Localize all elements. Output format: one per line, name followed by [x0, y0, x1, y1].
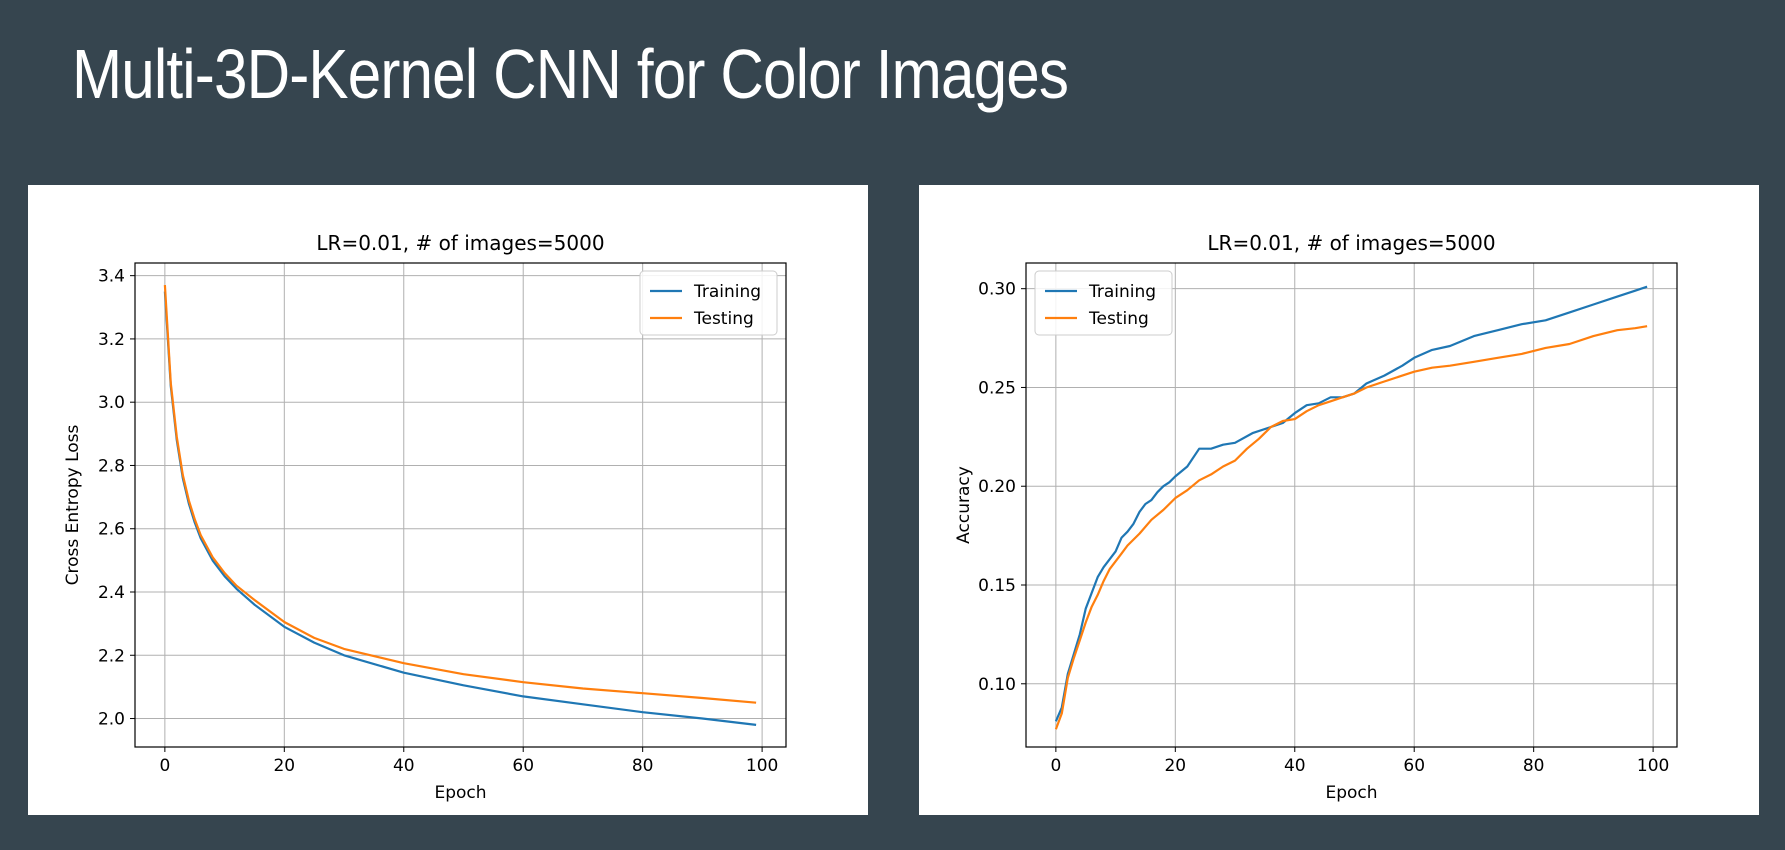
- chart0-y-tick-label: 3.2: [98, 330, 125, 350]
- slide-title: Multi-3D-Kernel CNN for Color Images: [72, 35, 1069, 113]
- chart1-y-axis-label: Accuracy: [954, 466, 974, 544]
- chart0-x-tick-label: 60: [512, 756, 534, 776]
- chart1-x-tick-label: 60: [1403, 756, 1425, 776]
- chart0-title: LR=0.01, # of images=5000: [316, 231, 604, 255]
- chart1-x-tick-label: 100: [1637, 756, 1669, 776]
- chart0-axes-frame: [134, 262, 787, 748]
- chart0-x-tick-label: 20: [273, 756, 295, 776]
- loss-chart: 0 20 40 60 80 100 2.0 2.2 2.4 2.6 2.8 3.0 3.2 3.4 LR=0…: [63, 231, 787, 803]
- chart1-x-tick-label: 40: [1284, 756, 1306, 776]
- chart1-y-tick-label: 0.15: [978, 576, 1016, 596]
- chart1-y-tick-label: 0.20: [978, 477, 1016, 497]
- chart0-y-tick-label: 2.4: [98, 583, 125, 603]
- chart1-x-tick-label: 80: [1523, 756, 1545, 776]
- chart1-x-tick-label: 20: [1164, 756, 1186, 776]
- chart1-axes-frame: [1025, 262, 1678, 748]
- chart0-y-tick-label: 2.8: [98, 456, 125, 476]
- chart1-x-axis-label: Epoch: [1325, 783, 1377, 803]
- chart1-title: LR=0.01, # of images=5000: [1207, 231, 1495, 255]
- chart0-x-axis-label: Epoch: [434, 783, 486, 803]
- chart0-x-tick-label: 100: [746, 756, 778, 776]
- chart0-y-tick-label: 2.0: [98, 710, 125, 730]
- chart1-series-line-training: [1054, 285, 1648, 722]
- chart1-x-tick-label: 0: [1050, 756, 1061, 776]
- chart1-legend-label-training: Training: [1088, 282, 1156, 302]
- chart0-y-tick-label: 3.0: [98, 393, 125, 413]
- chart1-y-tick-label: 0.25: [978, 378, 1016, 398]
- chart0-y-tick-label: 3.4: [98, 267, 125, 287]
- chart0-x-tick-label: 0: [159, 756, 170, 776]
- chart0-y-tick-label: 2.6: [98, 520, 125, 540]
- loss-chart-panel: 0 20 40 60 80 100 2.0 2.2 2.4 2.6 2.8 3.0 3.2 3.4 LR=0…: [28, 185, 868, 815]
- chart0-series-line-training: [163, 291, 757, 726]
- chart0-y-axis-label: Cross Entropy Loss: [63, 424, 83, 585]
- chart1-legend-label-testing: Testing: [1088, 309, 1149, 329]
- chart0-legend-label-testing: Testing: [693, 309, 754, 329]
- accuracy-chart-panel: 0 20 40 60 80 100 0.10 0.15 0.20 0.25 0.30 LR=0.01,…: [919, 185, 1759, 815]
- accuracy-chart: 0 20 40 60 80 100 0.10 0.15 0.20 0.25 0.30 LR=0.01,…: [954, 231, 1678, 803]
- chart1-y-tick-label: 0.30: [978, 280, 1016, 300]
- chart0-legend-label-training: Training: [693, 282, 761, 302]
- chart0-y-tick-label: 2.2: [98, 646, 125, 666]
- chart1-y-tick-label: 0.10: [978, 675, 1016, 695]
- chart0-x-tick-label: 80: [632, 756, 654, 776]
- chart0-series-line-testing: [163, 285, 757, 704]
- chart0-x-tick-label: 40: [393, 756, 415, 776]
- chart1-series-line-testing: [1054, 325, 1648, 730]
